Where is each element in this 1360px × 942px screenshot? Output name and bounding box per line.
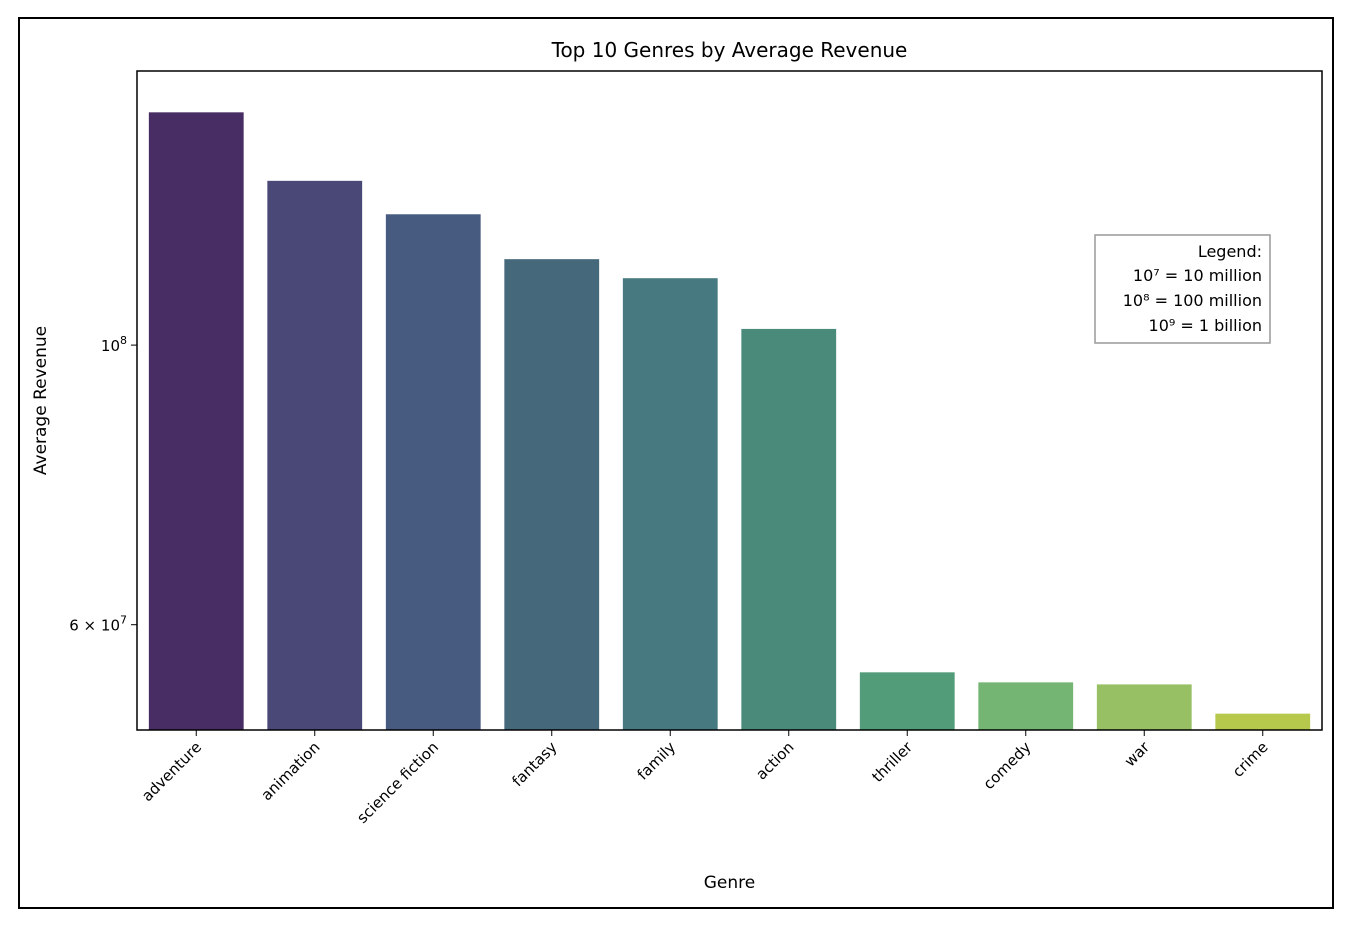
y-axis-ticks: 108 6 × 107 <box>69 334 137 635</box>
y-axis-title: Average Revenue <box>31 326 51 475</box>
bar-comedy <box>978 682 1074 730</box>
bar-action <box>741 328 837 730</box>
bar-adventure <box>148 112 244 730</box>
legend-entry: 10⁹ = 1 billion <box>1149 316 1262 335</box>
x-tick-label: science fiction <box>353 738 442 827</box>
bar-animation <box>267 180 363 730</box>
legend-box <box>1094 234 1271 344</box>
bar-family <box>622 278 718 730</box>
x-tick-label: adventure <box>138 738 205 805</box>
x-tick-label: thriller <box>868 738 916 786</box>
bar-science-fiction <box>385 214 481 730</box>
y-tick-label: 108 <box>101 334 127 355</box>
x-axis-title: Genre <box>704 873 755 893</box>
bar-crime <box>1215 713 1311 730</box>
plot-area <box>136 70 1323 731</box>
x-tick-label: crime <box>1229 738 1272 781</box>
legend: Legend: 10⁷ = 10 million 10⁸ = 100 milli… <box>1094 234 1271 344</box>
x-tick-label: fantasy <box>508 738 560 790</box>
x-tick-label: comedy <box>980 738 1035 793</box>
legend-title: Legend: <box>1198 242 1262 261</box>
chart-title: Top 10 Genres by Average Revenue <box>551 38 908 62</box>
x-tick-label: animation <box>258 738 324 804</box>
x-axis-ticks: adventure animation science fiction fantasy… <box>138 730 1272 827</box>
bars-group <box>148 112 1311 730</box>
bar-war <box>1096 684 1192 730</box>
bar-thriller <box>859 672 955 730</box>
x-tick-label: war <box>1121 738 1154 771</box>
bar-fantasy <box>504 259 600 730</box>
legend-entry: 10⁷ = 10 million <box>1133 266 1262 285</box>
legend-entry: 10⁸ = 100 million <box>1123 291 1262 310</box>
y-tick-label: 6 × 107 <box>69 614 127 635</box>
x-tick-label: action <box>752 738 797 783</box>
x-tick-label: family <box>634 738 680 784</box>
